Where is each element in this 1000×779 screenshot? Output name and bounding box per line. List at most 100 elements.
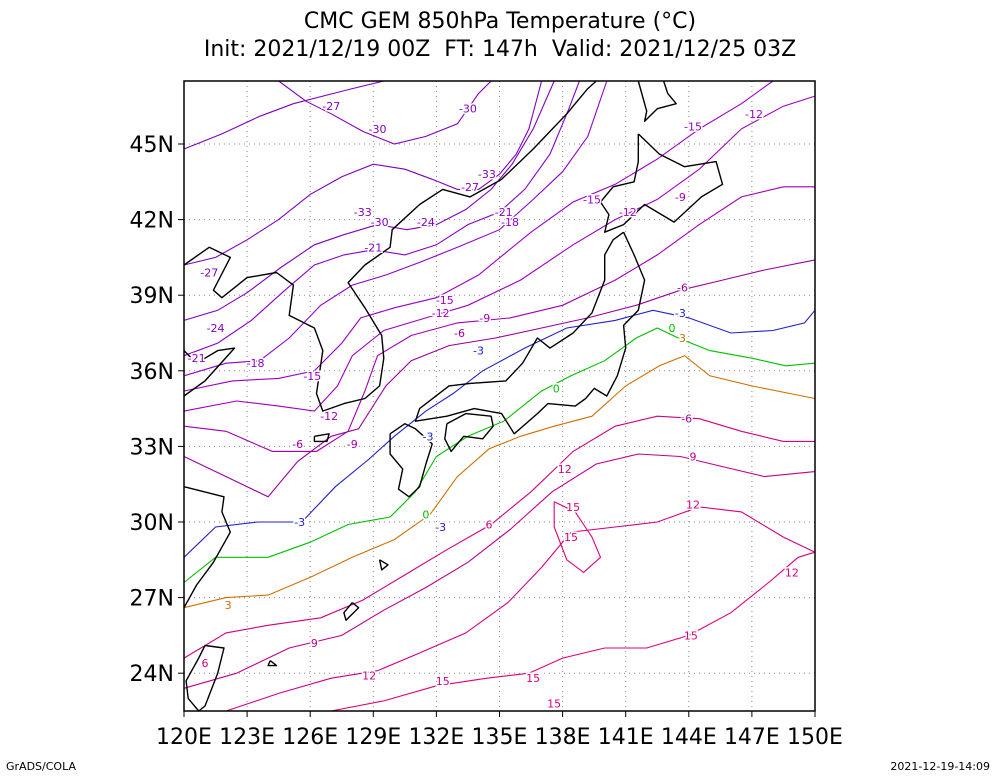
isotherm-line bbox=[183, 80, 543, 266]
isotherm-label: 12 bbox=[362, 670, 376, 683]
isotherm-label: 15 bbox=[526, 672, 540, 685]
footer-timestamp: 2021-12-19-14:09 bbox=[890, 760, 990, 773]
lon-tick-label: 141E bbox=[598, 725, 654, 750]
coastline bbox=[389, 423, 433, 498]
coastlines bbox=[183, 80, 724, 712]
coastline bbox=[414, 231, 646, 435]
lon-tick-label: 123E bbox=[219, 725, 275, 750]
isotherm-line bbox=[183, 80, 608, 377]
isotherm-label: -24 bbox=[207, 322, 225, 335]
latitude-labels: 45N 42N 39N 36N 33N 30N 27N 24N bbox=[130, 133, 174, 687]
isotherm-label: -21 bbox=[495, 206, 513, 219]
isotherm-line bbox=[183, 309, 816, 558]
isotherm-label: -33 bbox=[478, 168, 496, 181]
isotherm-label: -15 bbox=[436, 294, 454, 307]
coastline bbox=[267, 660, 278, 667]
isotherm-label: -12 bbox=[432, 307, 450, 320]
coastline bbox=[378, 559, 389, 571]
isotherm-label: -18 bbox=[501, 216, 519, 229]
lat-tick-label: 36N bbox=[130, 360, 174, 385]
isotherm-label: -6 bbox=[681, 413, 692, 426]
isotherm-label: -27 bbox=[200, 267, 218, 280]
longitude-labels: 120E 123E 126E 129E 132E 135E 138E 141E 144E 147E… bbox=[156, 725, 843, 750]
coastline bbox=[183, 486, 231, 609]
isotherm-label: 9 bbox=[690, 450, 697, 463]
isotherm-label: -6 bbox=[454, 327, 465, 340]
isotherm-label: -9 bbox=[675, 191, 686, 204]
lat-tick-label: 42N bbox=[130, 209, 174, 234]
isotherm-label: -3 bbox=[423, 430, 434, 443]
isotherm-label: -30 bbox=[459, 103, 477, 116]
isotherm-label: 15 bbox=[547, 697, 561, 710]
isotherm-line bbox=[183, 415, 815, 659]
isotherm-label: 15 bbox=[564, 531, 578, 544]
isotherm-label: -12 bbox=[320, 410, 338, 423]
lon-tick-label: 138E bbox=[535, 725, 591, 750]
isotherm-label: -3 bbox=[435, 521, 446, 534]
lon-tick-label: 120E bbox=[156, 725, 212, 750]
isotherm-label: 12 bbox=[686, 498, 700, 511]
isotherm-label: 15 bbox=[436, 675, 450, 688]
isotherm-label: 0 bbox=[668, 322, 675, 335]
isotherm-line bbox=[183, 327, 816, 583]
map-subtitle: Init: 2021/12/19 00Z FT: 147h Valid: 202… bbox=[203, 37, 797, 62]
isotherm-label: -9 bbox=[479, 312, 490, 325]
isotherm-label: -15 bbox=[303, 370, 321, 383]
lat-tick-label: 30N bbox=[130, 511, 174, 536]
map-frame bbox=[183, 80, 816, 712]
lon-tick-label: 132E bbox=[408, 725, 464, 750]
isotherm-label: -30 bbox=[371, 216, 389, 229]
lon-tick-label: 126E bbox=[282, 725, 338, 750]
isotherm-line bbox=[183, 186, 815, 452]
isotherm-label: -33 bbox=[354, 206, 372, 219]
footer-credit: GrADS/COLA bbox=[6, 760, 76, 773]
isotherm-line bbox=[278, 80, 492, 145]
isotherm-label: -27 bbox=[322, 100, 340, 113]
isotherm-label: 3 bbox=[225, 599, 232, 612]
coastline bbox=[343, 602, 360, 621]
isotherm-label: 3 bbox=[679, 332, 686, 345]
isotherm-line bbox=[183, 355, 816, 609]
coastline bbox=[444, 412, 494, 453]
coastline bbox=[637, 80, 677, 122]
isotherm-label: 0 bbox=[422, 508, 429, 521]
isotherm-label: 12 bbox=[785, 566, 799, 579]
lat-tick-label: 39N bbox=[130, 284, 174, 309]
coastline bbox=[599, 133, 724, 233]
lon-tick-label: 135E bbox=[472, 725, 528, 750]
lon-tick-label: 129E bbox=[345, 725, 401, 750]
isotherm-line bbox=[331, 551, 816, 712]
isotherm-line bbox=[183, 80, 774, 392]
lat-tick-label: 45N bbox=[130, 133, 174, 158]
isotherm-line bbox=[225, 506, 816, 712]
isotherm-label: -9 bbox=[347, 438, 358, 451]
graticule bbox=[178, 81, 816, 717]
isotherm-line bbox=[183, 80, 384, 150]
isotherm-label: -6 bbox=[677, 282, 688, 295]
isotherm-label: 6 bbox=[202, 657, 209, 670]
isotherm-line bbox=[183, 259, 816, 498]
isotherm-label: 15 bbox=[566, 501, 580, 514]
coastline bbox=[183, 347, 236, 397]
isotherm-label: -18 bbox=[247, 357, 265, 370]
isotherm-label: -15 bbox=[684, 120, 702, 133]
map-title: CMC GEM 850hPa Temperature (°C) bbox=[303, 9, 697, 34]
isotherm-lines bbox=[183, 80, 816, 712]
isotherm-label: -3 bbox=[473, 345, 484, 358]
isotherm-label: 15 bbox=[684, 629, 698, 642]
isotherm-label: -15 bbox=[583, 193, 601, 206]
isotherm-line bbox=[183, 80, 555, 321]
isotherm-label: -3 bbox=[294, 516, 305, 529]
isotherm-line bbox=[553, 501, 602, 574]
coastline bbox=[183, 80, 597, 412]
isotherm-label: -24 bbox=[417, 216, 435, 229]
lon-tick-label: 144E bbox=[661, 725, 717, 750]
lon-tick-label: 147E bbox=[724, 725, 780, 750]
isotherm-label: -12 bbox=[619, 206, 637, 219]
isotherm-label: -27 bbox=[461, 181, 479, 194]
isotherm-label: -3 bbox=[675, 307, 686, 320]
isotherm-line bbox=[183, 453, 816, 689]
lat-tick-label: 24N bbox=[130, 662, 174, 687]
isotherm-label: -30 bbox=[369, 123, 387, 136]
isotherm-label: -12 bbox=[745, 108, 763, 121]
